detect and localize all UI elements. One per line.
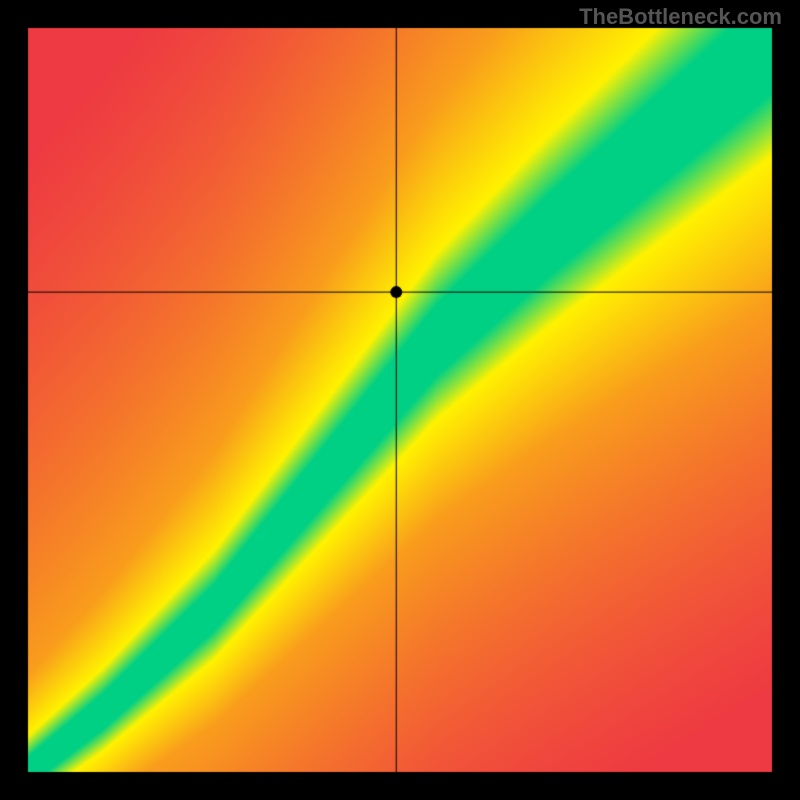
watermark-text: TheBottleneck.com bbox=[579, 4, 782, 30]
heatmap-canvas bbox=[0, 0, 800, 800]
chart-container: TheBottleneck.com bbox=[0, 0, 800, 800]
